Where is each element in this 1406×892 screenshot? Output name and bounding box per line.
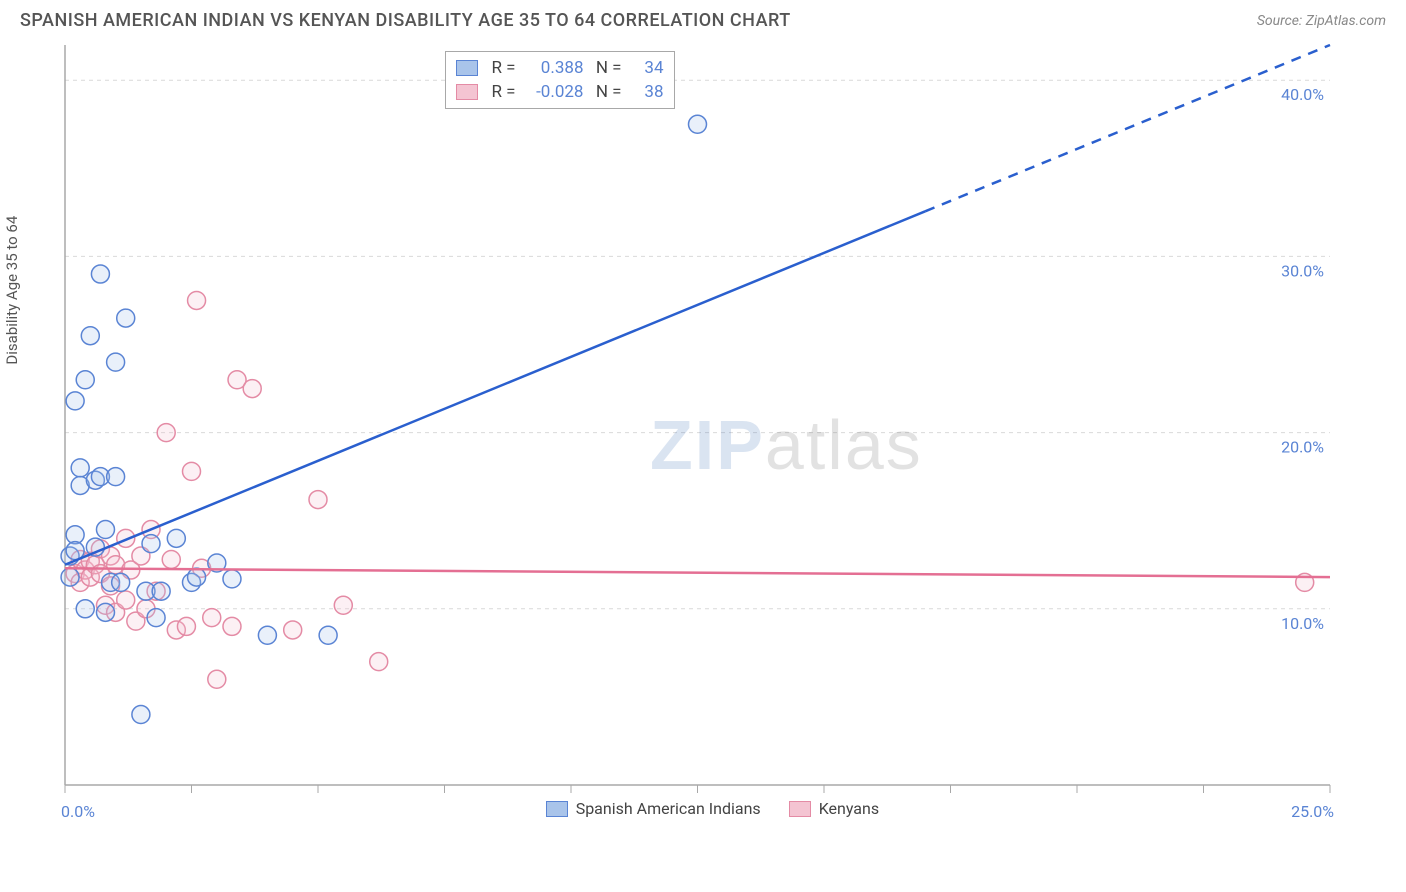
legend-swatch: [546, 801, 568, 817]
svg-text:40.0%: 40.0%: [1281, 85, 1324, 104]
stats-legend: R = 0.388 N = 34 R = -0.028 N = 38: [445, 51, 675, 109]
legend-label: Spanish American Indians: [576, 799, 761, 818]
stat-n-label: N =: [592, 58, 622, 78]
svg-text:30.0%: 30.0%: [1281, 261, 1324, 280]
legend-swatch: [456, 60, 478, 76]
svg-text:10.0%: 10.0%: [1281, 614, 1324, 633]
chart-title: SPANISH AMERICAN INDIAN VS KENYAN DISABI…: [20, 10, 791, 31]
legend-swatch: [456, 84, 478, 100]
svg-text:25.0%: 25.0%: [1291, 802, 1334, 821]
stat-n-label: N =: [592, 82, 622, 102]
stat-r-value: 0.388: [524, 58, 584, 78]
legend-swatch: [789, 801, 811, 817]
scatter-chart: 10.0% 20.0% 30.0% 40.0% 0.0% 25.0%: [20, 35, 1350, 825]
stat-r-label: R =: [486, 58, 516, 78]
stat-n-value: 34: [630, 58, 664, 78]
chart-container: Disability Age 35 to 64 10.0%20.0%30.0%4…: [20, 35, 1386, 825]
source-label: Source: ZipAtlas.com: [1257, 13, 1386, 29]
series-legend: Spanish American Indians Kenyans: [546, 799, 879, 818]
stat-n-value: 38: [630, 82, 664, 102]
svg-text:0.0%: 0.0%: [61, 802, 95, 821]
stat-r-value: -0.028: [524, 82, 584, 102]
y-axis-label: Disability Age 35 to 64: [3, 216, 21, 365]
stat-r-label: R =: [486, 82, 516, 102]
svg-text:20.0%: 20.0%: [1281, 438, 1324, 457]
legend-label: Kenyans: [819, 799, 879, 818]
